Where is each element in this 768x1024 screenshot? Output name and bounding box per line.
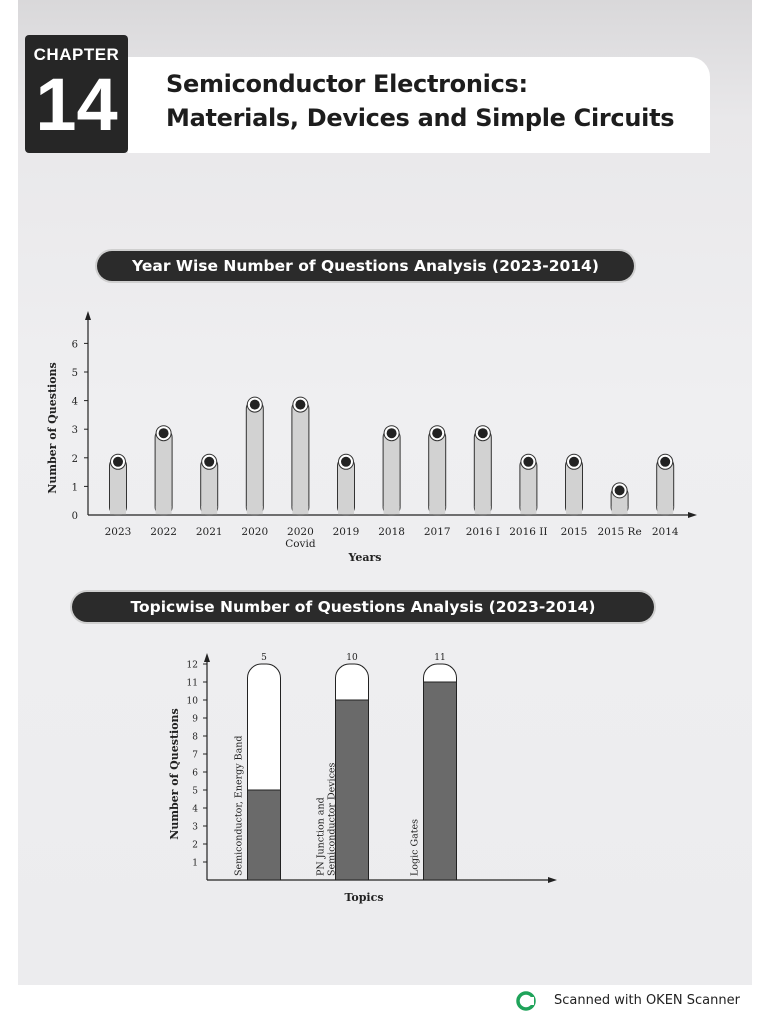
bar <box>247 789 281 881</box>
bar-marker <box>477 428 488 439</box>
bar-value-label: 5 <box>261 653 267 663</box>
y-tick-label: 2 <box>72 454 78 465</box>
y-tick-label: 10 <box>187 697 199 707</box>
x-tick-label: 2021 <box>196 526 223 538</box>
y-tick-label: 7 <box>192 751 198 761</box>
topicwise-banner-text: Topicwise Number of Questions Analysis (… <box>130 598 596 616</box>
bar <box>473 428 492 516</box>
scanner-footer: Scanned with OKEN Scanner <box>516 990 756 1012</box>
title-panel <box>128 57 710 153</box>
bar-base <box>520 506 537 515</box>
bar <box>245 400 264 516</box>
bar-marker <box>295 399 306 410</box>
x-tick-label: 2020 <box>287 526 314 538</box>
bar-marker <box>341 456 351 467</box>
oken-scanner-logo-icon <box>516 991 536 1011</box>
bar-value-label: 11 <box>434 653 445 663</box>
y-tick-label: 6 <box>192 769 198 779</box>
bar-marker <box>113 456 123 467</box>
x-tick-label: 2022 <box>150 526 177 538</box>
x-axis-arrow <box>548 877 557 883</box>
year-wise-banner-text: Year Wise Number of Questions Analysis (… <box>132 257 599 275</box>
bar-marker <box>249 399 260 410</box>
y-tick-label: 4 <box>72 397 78 408</box>
year-wise-banner: Year Wise Number of Questions Analysis (… <box>97 251 634 281</box>
bar-value-label: 10 <box>346 653 358 663</box>
bar-base <box>292 506 309 515</box>
bar-marker <box>158 428 169 439</box>
chapter-title-line-1: Semiconductor Electronics: <box>166 70 528 98</box>
bar-base <box>201 506 218 515</box>
bar-marker <box>204 456 215 467</box>
y-axis-label: Number of Questions <box>168 708 181 839</box>
footer-text: Scanned with OKEN Scanner <box>554 993 740 1008</box>
y-tick-label: 6 <box>72 339 78 350</box>
bar-marker <box>523 456 534 467</box>
bar-marker <box>569 456 579 467</box>
bar-base <box>429 506 446 515</box>
bar <box>291 400 310 516</box>
bar-base <box>246 506 263 515</box>
y-tick-label: 12 <box>187 661 198 671</box>
x-tick-label: 2016 I <box>466 526 500 538</box>
bar-base <box>155 506 172 515</box>
y-tick-label: 0 <box>72 511 78 522</box>
x-tick-label: 2014 <box>652 526 679 538</box>
y-tick-label: 4 <box>192 805 198 815</box>
y-tick-label: 9 <box>192 715 198 725</box>
x-tick-label: 2018 <box>378 526 405 538</box>
x-tick-label: 2015 Re <box>598 526 642 538</box>
topicwise-banner: Topicwise Number of Questions Analysis (… <box>72 592 654 622</box>
y-tick-label: 3 <box>192 823 198 833</box>
bar-base <box>657 506 674 515</box>
bar-base <box>338 506 354 515</box>
x-tick-label: 2023 <box>105 526 132 538</box>
bar-marker <box>614 485 625 496</box>
x-axis-arrow <box>688 512 697 518</box>
y-tick-label: 1 <box>72 482 78 493</box>
bar-base <box>566 506 582 515</box>
x-tick-label: Covid <box>285 538 316 550</box>
year-wise-chart: 0 1 2 3 4 5 6 Number of Questions 2023 2022 2021 20… <box>46 311 697 564</box>
chapter-title-line-2: Materials, Devices and Simple Circuits <box>166 104 675 132</box>
y-tick-label: 1 <box>192 859 198 869</box>
x-tick-label: 2015 <box>561 526 588 538</box>
topic-label: Logic Gates <box>410 819 421 876</box>
x-tick-label: 2020 <box>241 526 268 538</box>
bar-base <box>383 506 400 515</box>
bar <box>423 681 457 881</box>
y-axis-arrow <box>85 311 91 320</box>
bar <box>335 699 369 881</box>
y-axis-arrow <box>204 653 210 662</box>
topic-label: Semiconductor, Energy Band <box>234 736 245 876</box>
bar-marker <box>386 428 397 439</box>
x-axis-label: Years <box>347 551 381 564</box>
x-tick-label: 2016 II <box>509 526 547 538</box>
y-tick-label: 2 <box>192 841 198 851</box>
y-tick-label: 5 <box>192 787 198 797</box>
topic-label: Semiconductor Devices <box>327 762 338 876</box>
chapter-label: CHAPTER <box>33 45 120 64</box>
topic-label: PN Junction and <box>316 797 327 876</box>
bar <box>428 428 447 516</box>
y-tick-label: 3 <box>72 425 78 436</box>
x-tick-label: 2017 <box>424 526 451 538</box>
chapter-badge: CHAPTER 14 <box>25 35 128 153</box>
y-tick-label: 11 <box>187 679 198 689</box>
bar <box>382 428 401 516</box>
x-axis-label: Topics <box>344 891 383 904</box>
y-tick-label: 5 <box>72 368 78 379</box>
x-tick-label: 2019 <box>333 526 360 538</box>
bar-base <box>474 506 491 515</box>
y-axis-label: Number of Questions <box>46 362 59 493</box>
bar <box>154 428 173 516</box>
chapter-number: 14 <box>35 63 118 146</box>
bar-base <box>110 506 126 515</box>
bar-base <box>611 506 628 515</box>
bar-marker <box>660 456 671 467</box>
bar-marker <box>432 428 443 439</box>
y-tick-label: 8 <box>192 733 198 743</box>
